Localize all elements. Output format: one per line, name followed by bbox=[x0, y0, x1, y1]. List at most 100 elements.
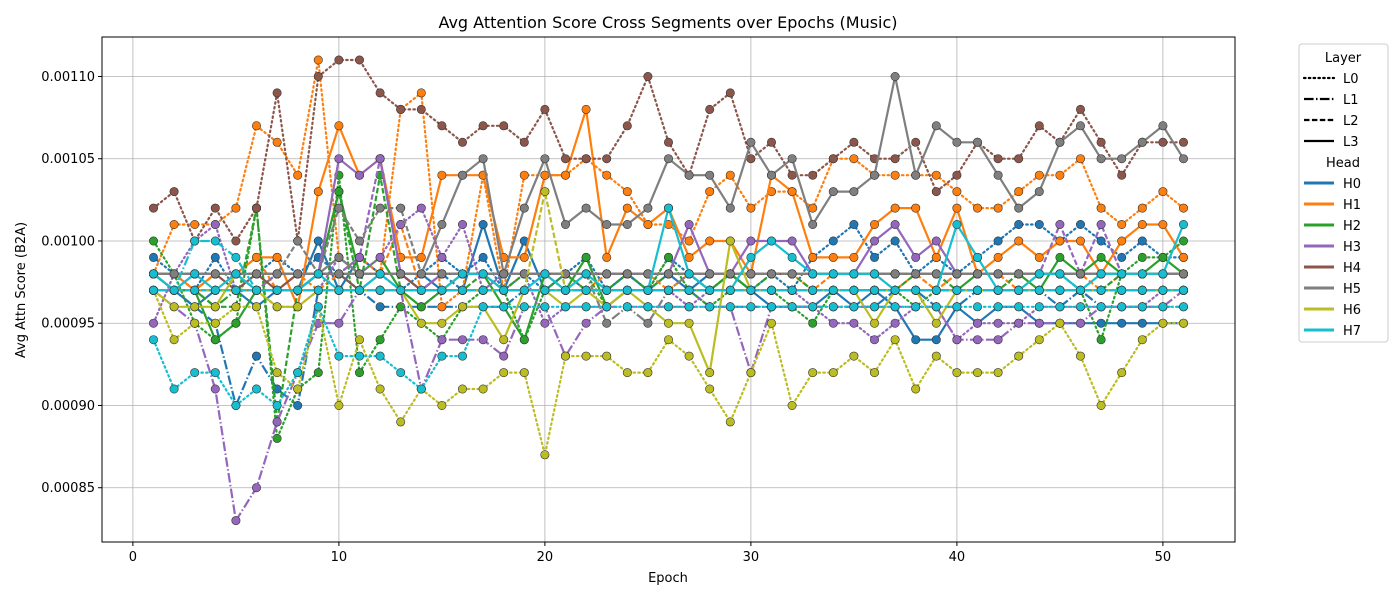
data-point bbox=[581, 104, 591, 114]
data-point bbox=[1096, 400, 1106, 410]
data-point bbox=[560, 220, 570, 230]
data-point bbox=[396, 285, 406, 295]
data-point bbox=[499, 302, 509, 312]
data-point bbox=[519, 137, 529, 147]
data-point bbox=[993, 318, 1003, 328]
data-point bbox=[540, 104, 550, 114]
data-point bbox=[231, 236, 241, 246]
data-point bbox=[149, 318, 159, 328]
data-point bbox=[808, 368, 818, 378]
data-point bbox=[149, 236, 159, 246]
data-point bbox=[808, 285, 818, 295]
data-point bbox=[993, 285, 1003, 295]
data-point bbox=[1034, 187, 1044, 197]
data-point bbox=[1096, 285, 1106, 295]
data-point bbox=[766, 285, 776, 295]
data-point bbox=[808, 220, 818, 230]
data-point bbox=[313, 55, 323, 65]
data-point bbox=[1014, 236, 1024, 246]
data-point bbox=[911, 269, 921, 279]
data-point bbox=[457, 137, 467, 147]
data-point bbox=[1096, 203, 1106, 213]
data-point bbox=[272, 433, 282, 443]
data-point bbox=[746, 252, 756, 262]
data-point bbox=[1055, 137, 1065, 147]
data-point bbox=[396, 269, 406, 279]
data-point bbox=[272, 88, 282, 98]
series-h6-l0 bbox=[149, 285, 1189, 460]
data-point bbox=[787, 154, 797, 164]
data-point bbox=[828, 252, 838, 262]
data-point bbox=[1158, 318, 1168, 328]
data-point bbox=[354, 55, 364, 65]
data-point bbox=[416, 302, 426, 312]
data-point bbox=[416, 252, 426, 262]
data-point bbox=[849, 220, 859, 230]
data-point bbox=[705, 285, 715, 295]
data-point bbox=[890, 236, 900, 246]
data-point bbox=[1179, 318, 1189, 328]
legend: Layer L0 L1 L2 L3 Head H0 H1 H2 H3 H4 H5 H6 H7 bbox=[1298, 43, 1389, 343]
data-point bbox=[972, 302, 982, 312]
data-point bbox=[272, 302, 282, 312]
y-tick-label: 0.00110 bbox=[41, 70, 95, 85]
data-point bbox=[210, 220, 220, 230]
data-point bbox=[766, 137, 776, 147]
data-point bbox=[1055, 220, 1065, 230]
data-point bbox=[746, 236, 756, 246]
legend-box bbox=[1298, 43, 1389, 343]
data-point bbox=[231, 269, 241, 279]
data-point bbox=[993, 335, 1003, 345]
data-point bbox=[375, 252, 385, 262]
data-point bbox=[1014, 269, 1024, 279]
data-point bbox=[272, 285, 282, 295]
data-point bbox=[684, 351, 694, 361]
data-point bbox=[849, 137, 859, 147]
data-point bbox=[952, 302, 962, 312]
data-point bbox=[787, 269, 797, 279]
data-point bbox=[684, 170, 694, 180]
data-point bbox=[1179, 269, 1189, 279]
data-point bbox=[808, 203, 818, 213]
data-point bbox=[560, 170, 570, 180]
data-point bbox=[272, 137, 282, 147]
data-point bbox=[1158, 187, 1168, 197]
series-layer bbox=[149, 55, 1189, 526]
data-point bbox=[354, 236, 364, 246]
y-tick-label: 0.00100 bbox=[41, 234, 95, 249]
data-point bbox=[684, 285, 694, 295]
data-point bbox=[1014, 351, 1024, 361]
legend-head-label: H4 bbox=[1343, 261, 1361, 276]
data-point bbox=[972, 203, 982, 213]
data-point bbox=[725, 269, 735, 279]
data-point bbox=[766, 269, 776, 279]
data-point bbox=[1158, 269, 1168, 279]
data-point bbox=[602, 318, 612, 328]
data-point bbox=[581, 302, 591, 312]
data-point bbox=[252, 351, 262, 361]
data-point bbox=[1117, 252, 1127, 262]
data-point bbox=[869, 318, 879, 328]
data-point bbox=[252, 302, 262, 312]
data-point bbox=[1076, 285, 1086, 295]
data-point bbox=[1117, 220, 1127, 230]
data-point bbox=[519, 302, 529, 312]
data-point bbox=[993, 368, 1003, 378]
data-point bbox=[354, 252, 364, 262]
data-point bbox=[1137, 220, 1147, 230]
series-h7-l0 bbox=[149, 302, 1189, 410]
data-point bbox=[663, 285, 673, 295]
data-point bbox=[581, 252, 591, 262]
data-point bbox=[1076, 302, 1086, 312]
y-tick-label: 0.00105 bbox=[41, 152, 95, 167]
data-point bbox=[1096, 220, 1106, 230]
data-point bbox=[313, 302, 323, 312]
data-point bbox=[643, 368, 653, 378]
data-point bbox=[293, 302, 303, 312]
data-point bbox=[869, 302, 879, 312]
y-tick-label: 0.00095 bbox=[41, 317, 95, 332]
data-point bbox=[1096, 302, 1106, 312]
data-point bbox=[602, 302, 612, 312]
data-point bbox=[1117, 318, 1127, 328]
data-point bbox=[725, 302, 735, 312]
